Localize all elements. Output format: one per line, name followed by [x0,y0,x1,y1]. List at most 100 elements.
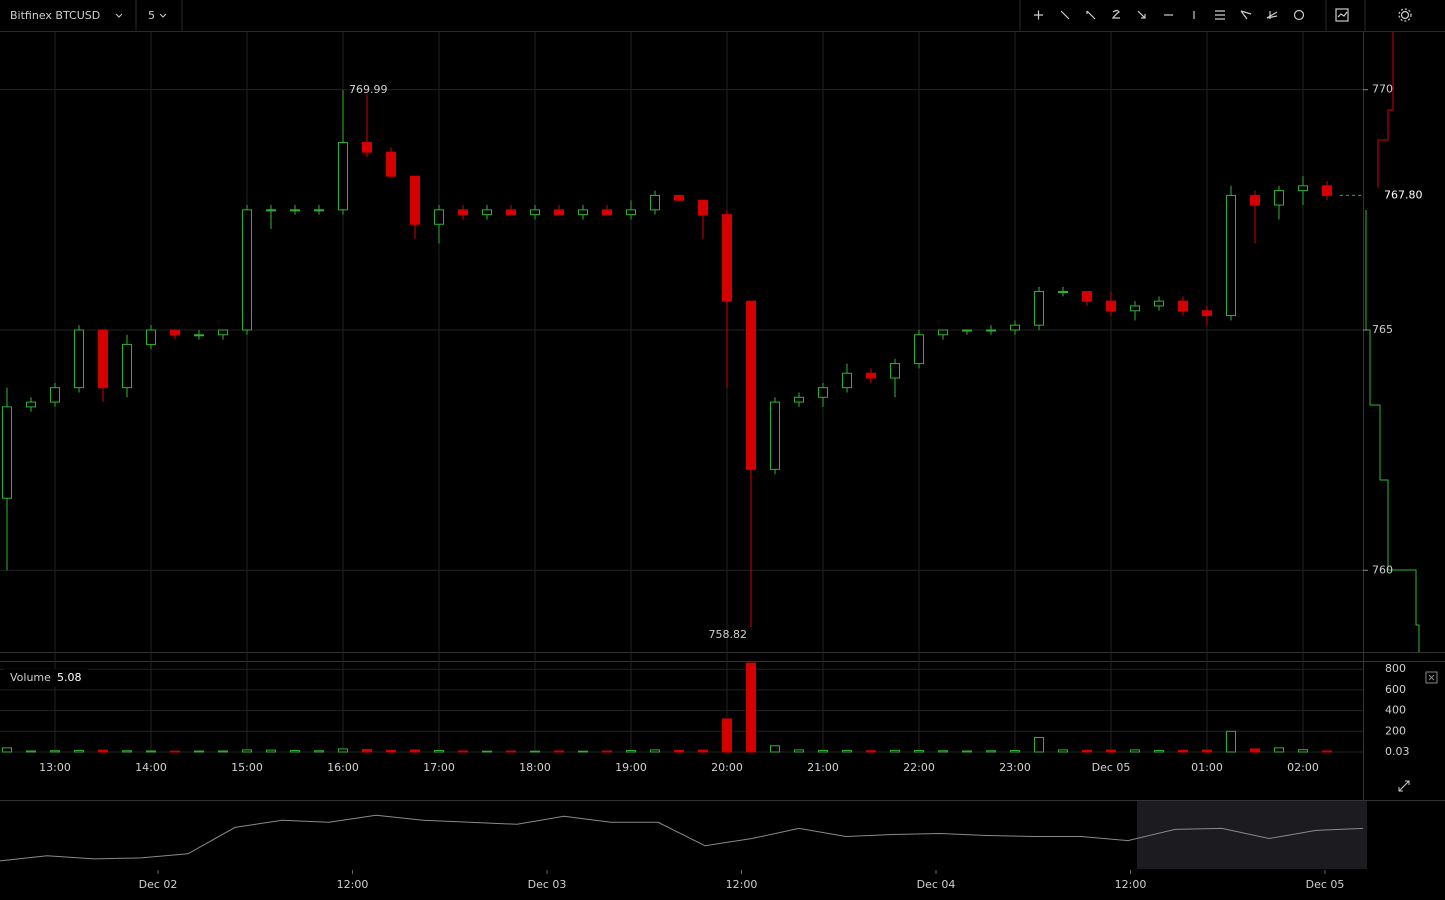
candle-body [1298,185,1308,192]
candle-body [698,199,708,216]
candle-body [746,300,756,470]
candle-body [1106,300,1116,312]
volume-bar [458,750,468,753]
volume-bar [1202,749,1212,753]
volume-bar [602,750,612,753]
last-price-label: 767.80 [1384,188,1423,201]
volume-bar [146,750,156,753]
candle-body [506,209,516,216]
candle-body [770,401,780,470]
x-tick-label: 15:00 [231,761,263,774]
volume-bar [1274,747,1284,753]
candle-body [1130,305,1140,312]
candle-body [1226,194,1236,317]
volume-legend: Volume [10,671,51,684]
candle-body [362,142,372,153]
candle-body [1178,300,1188,312]
candle-body [578,209,588,216]
volume-bar [410,749,420,753]
y-tick-label: 765 [1372,323,1393,336]
volume-bar [1322,750,1332,753]
candle-body [1154,300,1164,307]
low-label: 758.82 [709,628,748,641]
candle-body [50,387,60,403]
volume-bar [962,750,972,753]
volume-bar [890,749,900,753]
candle-body [74,329,84,389]
candle-body [338,142,348,211]
volume-bar [434,750,444,753]
symbol-selector[interactable]: Bitfinex BTCUSD [10,9,100,22]
volume-bar [506,750,516,753]
candle-body [1274,190,1284,206]
volume-bar [578,750,588,753]
volume-bar [386,749,396,753]
candle-body [1202,310,1212,317]
fullscreen-button[interactable] [1398,780,1410,792]
volume-bar [986,750,996,753]
close-volume-button[interactable] [1425,671,1438,684]
candle-body [146,329,156,345]
candle-body [650,194,660,211]
candle-body [842,372,852,389]
candle-body [170,329,180,336]
navigator-line [0,814,1364,862]
volume-bar [170,750,180,753]
order-book-asks [1366,32,1394,201]
candle-body [1250,194,1260,206]
volume-bar [242,749,252,753]
volume-bar [194,750,204,753]
drawing-tools[interactable] [1034,8,1412,22]
y-tick-label: 600 [1385,683,1406,696]
volume-legend-bg [4,669,88,687]
interval-selector[interactable]: 5 [148,9,155,22]
x-tick-label: 18:00 [519,761,551,774]
candle-body [554,209,564,216]
volume-bar [1298,749,1308,753]
candle-body [458,209,468,216]
volume-bar [122,750,132,753]
candle-body [434,209,444,225]
volume-bar [482,750,492,753]
candle-body [674,194,684,201]
x-tick-label: 13:00 [39,761,71,774]
volume-bar [338,748,348,753]
x-tick-label: 23:00 [999,761,1031,774]
x-tick-label: 20:00 [711,761,743,774]
volume-bar [314,750,324,753]
close-icon [1428,674,1435,681]
candle-body [1082,291,1092,302]
volume-bar [1058,749,1068,753]
high-label: 769.99 [349,83,388,96]
volume-bar [650,749,660,753]
y-tick-label: 800 [1385,662,1406,675]
volume-value: 5.08 [57,671,82,684]
x-tick-label: 14:00 [135,761,167,774]
volume-bar [626,750,636,753]
volume-bar [1130,749,1140,753]
x-tick-label: Dec 03 [528,878,567,891]
candle-body [986,329,996,332]
candle-body [122,343,132,389]
candle-body [482,209,492,216]
candle-body [794,396,804,403]
volume-bar [1226,730,1236,753]
x-tick-label: Dec 02 [139,878,178,891]
candle-body [626,209,636,216]
volume-bar [794,749,804,753]
volume-bar [2,747,12,753]
volume-bar [938,750,948,753]
candle-body [290,209,300,212]
volume-bar [74,750,84,753]
candle-body [818,387,828,398]
x-tick-label: 12:00 [1115,878,1147,891]
volume-bar [1154,750,1164,753]
candle-body [722,214,732,302]
candle-body [890,363,900,379]
volume-bar [26,750,36,753]
x-tick-label: 22:00 [903,761,935,774]
dropdown-arrow [115,13,123,18]
candle-body [866,372,876,379]
x-tick-label: Dec 05 [1306,878,1345,891]
